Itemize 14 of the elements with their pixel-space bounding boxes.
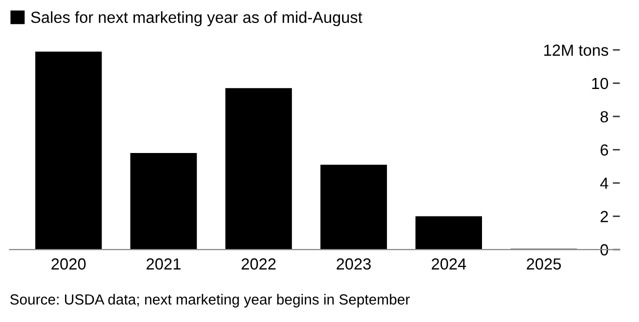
- x-tick-label: 2025: [526, 258, 561, 270]
- x-tick-label: 2021: [146, 258, 181, 270]
- y-tick-label: 8: [600, 111, 608, 122]
- y-tick-label: 10: [592, 78, 608, 90]
- x-tick-label: 2020: [52, 258, 86, 270]
- x-tick-label: 2024: [432, 258, 466, 270]
- x-tick-label: 2022: [242, 258, 276, 270]
- y-tick-label: 2: [600, 210, 608, 222]
- y-tick-label: 12M tons: [544, 44, 608, 56]
- y-tick-label: 6: [600, 144, 608, 156]
- source-note: Source: USDA data; next marketing year begins in September: [10, 294, 410, 308]
- x-tick-label: 2023: [336, 258, 371, 270]
- legend-label: Sales for next marketing year as of mid-August: [31, 11, 362, 26]
- y-tick-label: 4: [600, 178, 608, 189]
